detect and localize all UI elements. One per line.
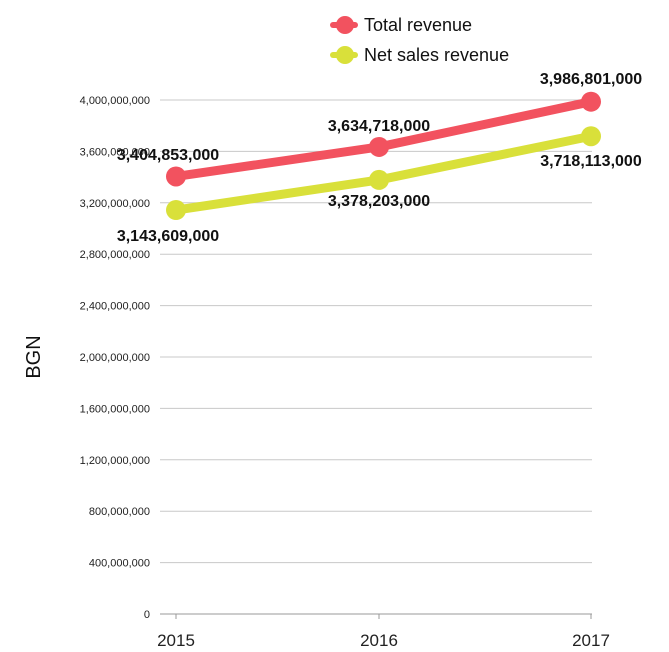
- y-tick-label: 400,000,000: [89, 558, 150, 570]
- data-label-total-revenue: 3,986,801,000: [540, 71, 642, 88]
- data-point-net-sales-revenue: [166, 200, 186, 221]
- y-axis-ticks: 0 400,000,000 800,000,000 1,200,000,000 1,60…: [80, 95, 150, 621]
- x-tick-label: 2017: [572, 631, 610, 650]
- y-tick-label: 800,000,000: [89, 506, 150, 518]
- x-tick-label: 2015: [157, 631, 195, 650]
- data-label-net-sales-revenue: 3,378,203,000: [328, 193, 430, 210]
- y-tick-label: 0: [144, 609, 150, 621]
- data-point-total-revenue: [369, 136, 389, 157]
- data-label-net-sales-revenue: 3,718,113,000: [540, 153, 642, 170]
- y-tick-label: 4,000,000,000: [80, 95, 150, 107]
- y-tick-label: 2,400,000,000: [80, 301, 150, 313]
- x-axis-ticks: 2015 2016 2017: [157, 614, 610, 650]
- legend: Total revenue Net sales revenue: [330, 10, 590, 70]
- data-label-total-revenue: 3,634,718,000: [328, 118, 430, 135]
- data-label-net-sales-revenue: 3,143,609,000: [117, 228, 219, 245]
- series-layer: [166, 91, 601, 221]
- data-labels: 3,404,853,000 3,634,718,000 3,986,801,000 3…: [117, 71, 642, 245]
- legend-label: Net sales revenue: [364, 45, 510, 65]
- y-tick-label: 3,200,000,000: [80, 198, 150, 210]
- data-point-net-sales-revenue: [369, 169, 389, 190]
- y-axis-label: BGN: [23, 335, 45, 378]
- y-tick-label: 1,200,000,000: [80, 455, 150, 467]
- data-point-total-revenue: [581, 91, 601, 112]
- data-point-total-revenue: [166, 166, 186, 187]
- y-tick-label: 3,600,000,000: [80, 146, 150, 158]
- y-tick-label: 1,600,000,000: [80, 403, 150, 415]
- legend-swatch-total-revenue: [330, 16, 358, 34]
- legend-label: Total revenue: [364, 15, 473, 35]
- legend-item-total-revenue[interactable]: Total revenue: [330, 10, 590, 40]
- y-tick-label: 2,000,000,000: [80, 352, 150, 364]
- legend-item-net-sales-revenue[interactable]: Net sales revenue: [330, 40, 590, 70]
- data-point-net-sales-revenue: [581, 126, 601, 147]
- y-tick-label: 2,800,000,000: [80, 249, 150, 261]
- data-label-total-revenue: 3,404,853,000: [117, 147, 219, 164]
- legend-swatch-net-sales-revenue: [330, 46, 358, 64]
- x-tick-label: 2016: [360, 631, 398, 650]
